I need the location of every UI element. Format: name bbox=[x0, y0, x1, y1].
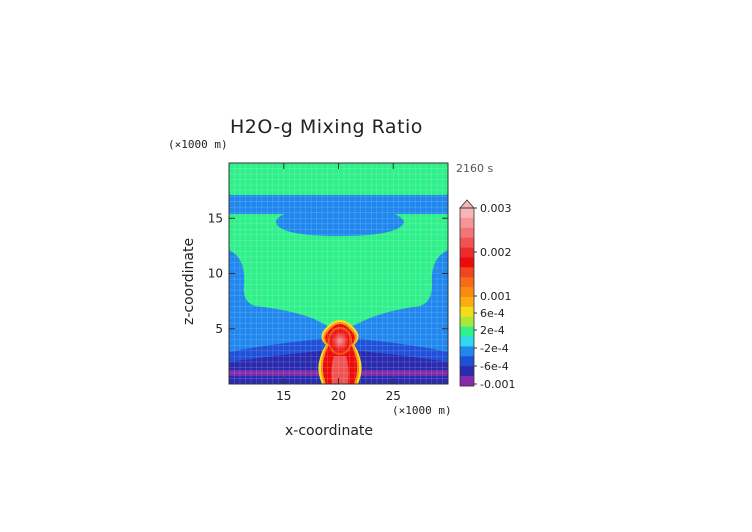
x-axis-label: x-coordinate bbox=[285, 423, 374, 439]
colorbar-label: -6e-4 bbox=[480, 360, 509, 373]
colorbar-swatch bbox=[460, 267, 474, 278]
contour-field bbox=[229, 163, 448, 384]
colorbar-swatch bbox=[460, 208, 474, 219]
x-tick-label: 20 bbox=[331, 389, 346, 403]
field-plume-stem bbox=[331, 356, 349, 384]
colorbar-swatch bbox=[460, 356, 474, 367]
chart-title: H2O-g Mixing Ratio bbox=[230, 116, 423, 138]
y-tick-label: 5 bbox=[215, 322, 223, 336]
field-green-mid bbox=[229, 214, 448, 330]
x-tick-label: 15 bbox=[276, 389, 291, 403]
colorbar-label: 0.001 bbox=[480, 290, 512, 303]
colorbar-swatch bbox=[460, 366, 474, 377]
x-tick-label: 25 bbox=[386, 389, 401, 403]
colorbar-swatch bbox=[460, 306, 474, 318]
colorbar-swatch bbox=[460, 227, 474, 238]
colorbar-swatch bbox=[460, 346, 474, 357]
field-band-top bbox=[229, 193, 448, 214]
colorbar-label: 2e-4 bbox=[480, 324, 505, 337]
colorbar-max-arrow bbox=[459, 199, 475, 209]
colorbar-swatch bbox=[460, 376, 474, 387]
x-axis-ticks: 15 20 25 bbox=[276, 163, 401, 403]
field-lens bbox=[276, 208, 404, 236]
colorbar-label: 0.002 bbox=[480, 246, 512, 259]
colorbar-swatch bbox=[460, 277, 474, 288]
colorbar-swatch bbox=[460, 247, 474, 258]
colorbar-swatch bbox=[460, 297, 474, 308]
y-tick-label: 10 bbox=[208, 267, 223, 281]
x-axis-unit: (×1000 m) bbox=[392, 404, 452, 417]
colorbar: 0.003 0.002 0.001 6e-4 2e-4 -2e-4 -6e-4 -0.001 bbox=[459, 199, 515, 391]
colorbar-label: -2e-4 bbox=[480, 342, 509, 355]
colorbar-swatch bbox=[460, 217, 474, 229]
y-axis-ticks: 5 10 15 bbox=[208, 211, 448, 336]
y-axis-label: z-coordinate bbox=[181, 237, 197, 325]
colorbar-label: 6e-4 bbox=[480, 307, 505, 320]
time-label: 2160 s bbox=[456, 162, 494, 175]
y-axis-unit: (×1000 m) bbox=[168, 138, 228, 151]
colorbar-label: 0.003 bbox=[480, 202, 512, 215]
colorbar-label: -0.001 bbox=[480, 378, 515, 391]
colorbar-swatch bbox=[460, 326, 474, 337]
y-tick-label: 15 bbox=[208, 211, 223, 225]
colorbar-swatch bbox=[460, 237, 474, 248]
colorbar-swatch bbox=[460, 336, 474, 347]
colorbar-swatch bbox=[460, 287, 474, 298]
field-band-upper bbox=[229, 193, 448, 212]
grid-lines bbox=[228, 162, 449, 385]
colorbar-swatch bbox=[460, 316, 474, 327]
field-plume-top bbox=[328, 327, 352, 355]
field-region-upper bbox=[229, 163, 448, 195]
colorbar-frame bbox=[459, 207, 475, 387]
colorbar-swatch bbox=[460, 257, 474, 268]
